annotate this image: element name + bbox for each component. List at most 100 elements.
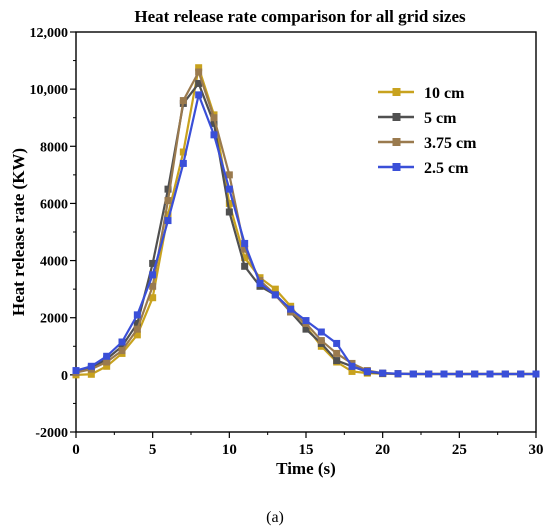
x-axis: 0 5 10 15 20 25 30 [72, 432, 544, 458]
data-point [87, 362, 95, 370]
data-point [241, 254, 249, 262]
data-point [302, 325, 310, 333]
data-point [455, 370, 463, 378]
data-point [287, 305, 295, 313]
data-point [440, 370, 448, 378]
data-point [195, 64, 203, 72]
data-point [210, 119, 218, 127]
y-axis-label: Heat release rate (KW) [9, 148, 28, 316]
data-point [164, 217, 172, 225]
data-point [195, 68, 203, 76]
legend-label: 5 cm [424, 110, 457, 127]
data-point [302, 317, 310, 325]
legend-marker [392, 113, 401, 121]
legend-marker [392, 163, 401, 171]
data-point [333, 339, 341, 347]
plot-frame [75, 31, 537, 433]
data-point [317, 337, 325, 345]
x-tick-label: 20 [375, 442, 390, 458]
data-point [333, 357, 341, 365]
figure-caption: (a) [266, 509, 284, 526]
legend-item: 2.5 cm [378, 160, 469, 177]
x-tick-label: 5 [149, 442, 157, 458]
data-point [179, 148, 187, 156]
series-1 [72, 79, 540, 378]
data-point [133, 319, 141, 327]
data-point [103, 352, 111, 360]
data-point [149, 271, 157, 279]
y-tick-label: 6000 [40, 197, 68, 212]
data-point [210, 131, 218, 139]
legend-marker [392, 138, 401, 146]
data-point [532, 370, 540, 378]
data-point [149, 282, 157, 290]
legend-label: 3.75 cm [424, 135, 477, 152]
data-point [225, 171, 233, 179]
data-point [471, 370, 479, 378]
data-point [379, 369, 387, 377]
legend-item: 5 cm [378, 110, 457, 127]
data-point [363, 367, 371, 375]
data-point [409, 370, 417, 378]
data-point [271, 291, 279, 299]
legend-marker [392, 88, 401, 96]
y-tick-label: 2000 [40, 312, 68, 327]
data-point [118, 342, 126, 350]
x-tick-label: 15 [299, 442, 314, 458]
data-point [149, 259, 157, 267]
x-tick-label: 0 [72, 442, 80, 458]
series-3 [72, 91, 540, 378]
y-tick-label: -2000 [35, 426, 68, 441]
legend-item: 10 cm [378, 85, 465, 102]
data-point [241, 262, 249, 270]
x-tick-label: 30 [529, 442, 544, 458]
data-point [72, 367, 80, 375]
data-point [133, 331, 141, 339]
y-tick-label: 12,000 [30, 26, 69, 41]
data-point [425, 370, 433, 378]
data-point [118, 338, 126, 346]
legend-item: 3.75 cm [378, 135, 477, 152]
data-point [164, 211, 172, 219]
data-point [179, 97, 187, 105]
data-point [241, 245, 249, 253]
data-point [164, 197, 172, 205]
data-point [103, 362, 111, 370]
legend: 10 cm 5 cm 3.75 cm 2.5 cm [378, 85, 477, 177]
data-point [333, 349, 341, 357]
data-point [241, 239, 249, 247]
data-point [210, 114, 218, 122]
data-point [87, 370, 95, 378]
y-axis: -2000 0 2000 4000 6000 8000 10,000 12,000 [30, 26, 76, 441]
plot-area [75, 31, 537, 433]
data-point [225, 208, 233, 216]
data-point [517, 370, 525, 378]
y-tick-label: 8000 [40, 140, 68, 155]
data-point [133, 311, 141, 319]
chart-title: Heat release rate comparison for all gri… [134, 7, 466, 26]
data-point [271, 285, 279, 293]
data-point [179, 159, 187, 167]
data-point [225, 185, 233, 193]
series-layer [72, 64, 540, 379]
y-tick-label: 10,000 [30, 83, 69, 98]
data-point [164, 185, 172, 193]
data-point [118, 347, 126, 355]
y-tick-label: 4000 [40, 255, 68, 270]
data-point [394, 370, 402, 378]
data-point [348, 362, 356, 370]
data-point [133, 325, 141, 333]
x-tick-label: 25 [452, 442, 467, 458]
data-point [195, 79, 203, 87]
data-point [317, 328, 325, 336]
data-point [486, 370, 494, 378]
data-point [348, 367, 356, 375]
legend-label: 10 cm [424, 85, 465, 102]
x-axis-label: Time (s) [276, 459, 336, 478]
legend-label: 2.5 cm [424, 160, 469, 177]
data-point [501, 370, 509, 378]
data-point [149, 294, 157, 302]
y-tick-label: 0 [61, 369, 68, 384]
x-tick-label: 10 [222, 442, 237, 458]
